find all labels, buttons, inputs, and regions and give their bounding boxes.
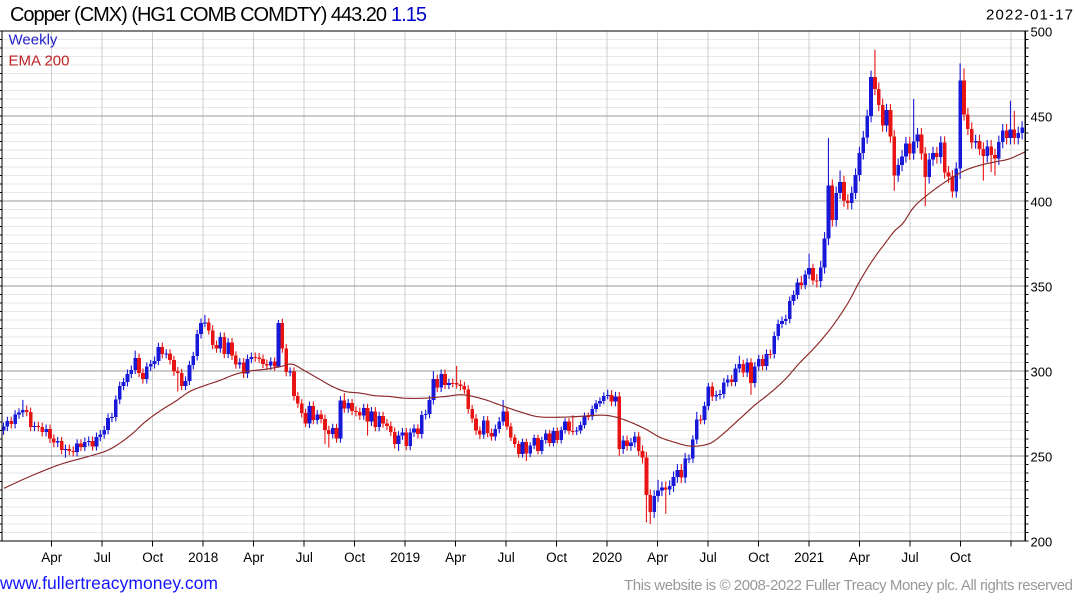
svg-text:Jul: Jul [296, 550, 313, 565]
svg-text:2020: 2020 [592, 550, 622, 565]
svg-text:Apr: Apr [849, 550, 871, 565]
svg-text:Weekly: Weekly [9, 32, 58, 49]
svg-text:EMA 200: EMA 200 [9, 53, 70, 70]
svg-text:Oct: Oct [748, 550, 769, 565]
svg-text:Jul: Jul [699, 550, 716, 565]
svg-text:450: 450 [1031, 110, 1053, 125]
svg-text:www.fullertreacymoney.com: www.fullertreacymoney.com [0, 573, 218, 593]
svg-text:500: 500 [1031, 25, 1053, 40]
svg-text:Copper (CMX) (HG1 COMB COMDTY): Copper (CMX) (HG1 COMB COMDTY) 443.20 [10, 4, 387, 26]
svg-text:Jul: Jul [901, 550, 918, 565]
svg-text:Apr: Apr [445, 550, 467, 565]
svg-text:200: 200 [1031, 535, 1053, 550]
svg-text:2018: 2018 [188, 550, 218, 565]
svg-text:Apr: Apr [41, 550, 63, 565]
svg-text:Oct: Oct [344, 550, 365, 565]
svg-text:400: 400 [1031, 195, 1053, 210]
svg-text:Oct: Oct [950, 550, 971, 565]
svg-text:350: 350 [1031, 280, 1053, 295]
svg-text:Oct: Oct [546, 550, 567, 565]
svg-text:300: 300 [1031, 365, 1053, 380]
svg-text:Jul: Jul [497, 550, 514, 565]
svg-text:250: 250 [1031, 450, 1053, 465]
svg-text:Apr: Apr [243, 550, 265, 565]
svg-text:2019: 2019 [390, 550, 420, 565]
svg-text:1.15: 1.15 [391, 4, 427, 26]
svg-text:2021: 2021 [794, 550, 824, 565]
svg-text:Oct: Oct [142, 550, 163, 565]
svg-text:This website is © 2008-2022 Fu: This website is © 2008-2022 Fuller Treac… [624, 577, 1073, 594]
svg-text:Jul: Jul [94, 550, 111, 565]
svg-text:Apr: Apr [647, 550, 669, 565]
svg-text:2022-01-17: 2022-01-17 [986, 7, 1073, 24]
